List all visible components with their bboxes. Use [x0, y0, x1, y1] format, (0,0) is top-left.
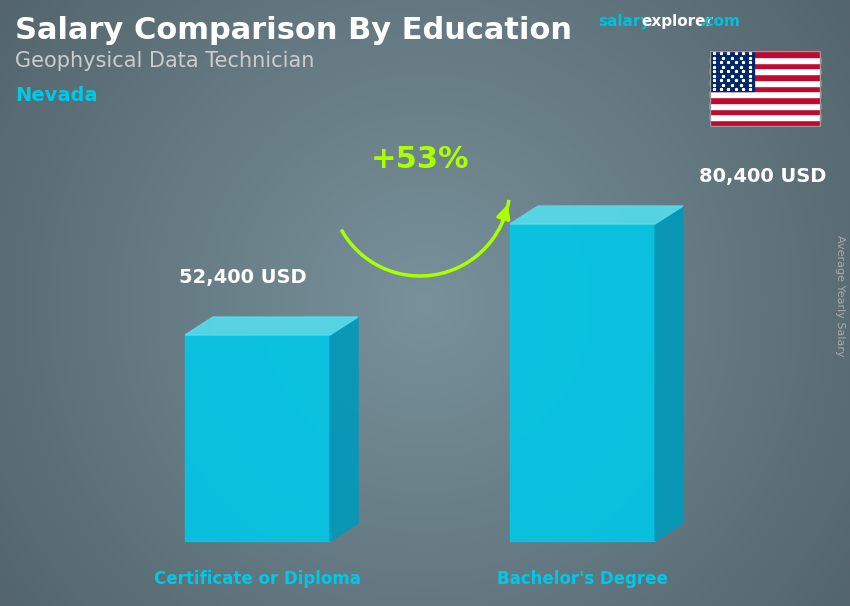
- Text: Certificate or Diploma: Certificate or Diploma: [154, 570, 361, 588]
- Polygon shape: [710, 97, 820, 103]
- Polygon shape: [710, 51, 820, 57]
- Text: 52,400 USD: 52,400 USD: [178, 268, 306, 287]
- Polygon shape: [510, 224, 655, 541]
- Polygon shape: [710, 51, 754, 92]
- Polygon shape: [510, 206, 683, 224]
- Text: Nevada: Nevada: [15, 86, 98, 105]
- Polygon shape: [710, 120, 820, 126]
- Text: Salary Comparison By Education: Salary Comparison By Education: [15, 16, 572, 45]
- Polygon shape: [710, 74, 820, 80]
- Polygon shape: [710, 115, 820, 120]
- Polygon shape: [655, 206, 683, 541]
- Polygon shape: [185, 335, 330, 541]
- Polygon shape: [710, 68, 820, 74]
- Text: 80,400 USD: 80,400 USD: [700, 167, 827, 186]
- Polygon shape: [710, 62, 820, 68]
- Text: salary: salary: [598, 14, 650, 29]
- Polygon shape: [710, 108, 820, 115]
- Text: Average Yearly Salary: Average Yearly Salary: [835, 235, 845, 357]
- Polygon shape: [710, 92, 820, 97]
- Text: Geophysical Data Technician: Geophysical Data Technician: [15, 51, 314, 71]
- Polygon shape: [710, 57, 820, 62]
- Text: explorer: explorer: [641, 14, 713, 29]
- Polygon shape: [710, 85, 820, 92]
- Text: Bachelor's Degree: Bachelor's Degree: [497, 570, 668, 588]
- Polygon shape: [185, 317, 358, 335]
- Polygon shape: [710, 80, 820, 85]
- Text: +53%: +53%: [371, 144, 469, 173]
- Polygon shape: [330, 317, 358, 541]
- Text: .com: .com: [700, 14, 741, 29]
- Polygon shape: [710, 103, 820, 108]
